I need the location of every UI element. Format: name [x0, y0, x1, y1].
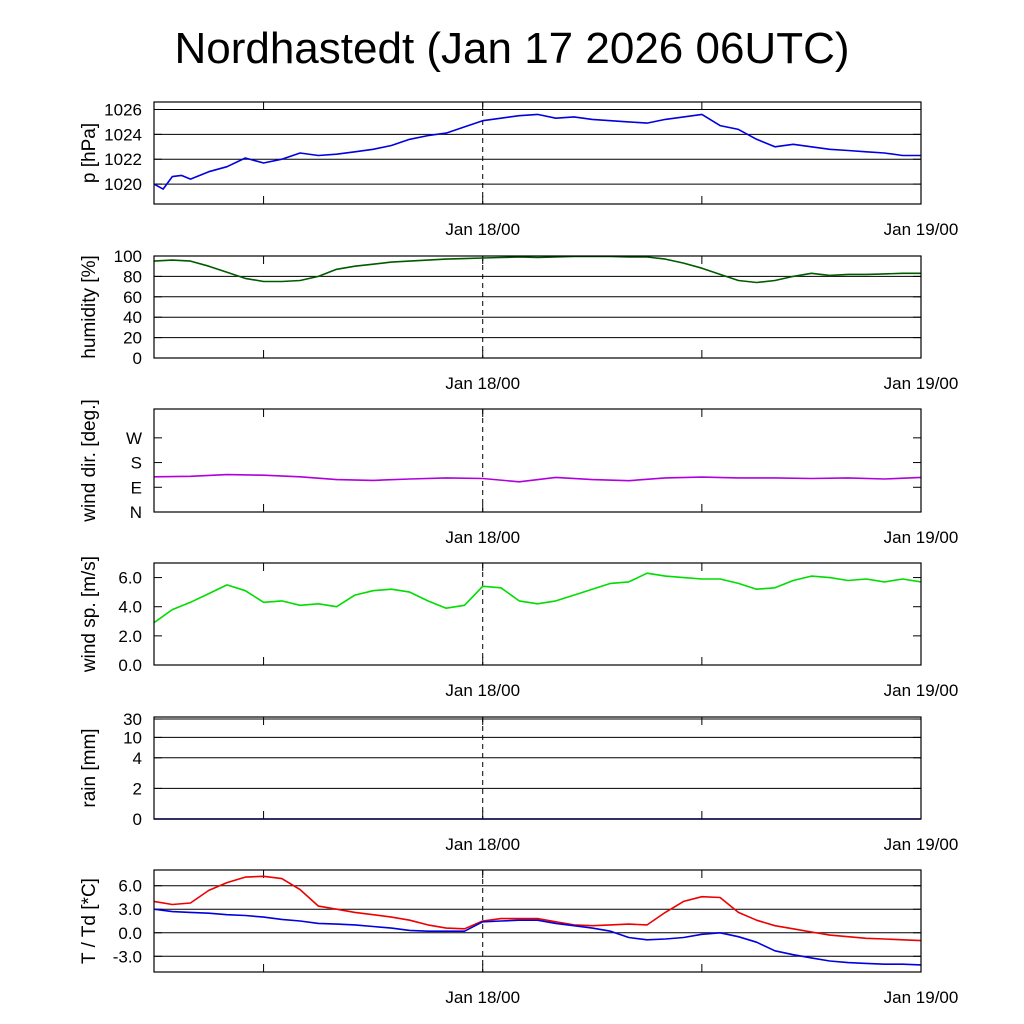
y-axis-label: wind sp. [m/s] [79, 556, 100, 673]
y-tick-label: 1020 [104, 175, 142, 194]
x-tick-label: Jan 18/00 [445, 988, 520, 1007]
series-line-1 [153, 572, 922, 624]
y-tick-label: 3.0 [118, 900, 142, 919]
y-tick-label: -3.0 [113, 947, 142, 966]
series-line-1 [153, 473, 922, 483]
panel-6: -3.0 0.0 3.0 6.0 T / Td [*C] Jan 18/00 Jan 19/… [79, 869, 959, 1007]
y-tick-label: 1022 [104, 150, 142, 169]
y-tick-label: 20 [123, 329, 142, 348]
y-tick-label: 0.0 [118, 924, 142, 943]
y-tick-label: 1024 [104, 125, 142, 144]
series-line-2 [153, 908, 922, 966]
x-tick-label: Jan 19/00 [884, 220, 959, 239]
y-tick-label: 100 [114, 247, 142, 266]
y-tick-label: 2.0 [118, 627, 142, 646]
y-tick-label: 40 [123, 308, 142, 327]
plot-frame [153, 562, 922, 666]
x-tick-label: Jan 19/00 [884, 374, 959, 393]
series-line-1 [153, 113, 921, 190]
chart-title: Nordhastedt (Jan 17 2026 06UTC) [174, 24, 850, 73]
y-tick-label: 0 [133, 349, 142, 368]
x-tick-label: Jan 18/00 [445, 835, 520, 854]
y-axis-label: humidity [%] [79, 255, 100, 358]
x-tick-label: Jan 18/00 [445, 681, 520, 700]
y-tick-label: 4.0 [118, 598, 142, 617]
y-tick-label: 10 [123, 728, 142, 747]
x-tick-label: Jan 19/00 [884, 681, 959, 700]
y-tick-label: 1026 [104, 100, 142, 119]
y-tick-label: N [130, 503, 142, 522]
y-tick-label: E [131, 478, 142, 497]
y-tick-label: 30 [123, 710, 142, 729]
y-tick-label: 2 [133, 779, 142, 798]
y-tick-label: S [131, 454, 142, 473]
y-tick-label: 4 [133, 749, 142, 768]
x-tick-label: Jan 19/00 [884, 988, 959, 1007]
y-tick-label: 6.0 [118, 569, 142, 588]
y-tick-label: 60 [123, 288, 142, 307]
x-tick-label: Jan 18/00 [445, 528, 520, 547]
y-axis-label: p [hPa] [79, 123, 100, 183]
x-tick-label: Jan 18/00 [445, 220, 520, 239]
series-line-1 [153, 255, 921, 284]
plot-frame [153, 716, 922, 820]
y-tick-label: 6.0 [118, 877, 142, 896]
y-tick-label: 80 [123, 267, 142, 286]
x-tick-label: Jan 18/00 [445, 374, 520, 393]
plot-frame [153, 101, 922, 205]
y-tick-label: 0 [133, 810, 142, 829]
y-axis-label: T / Td [*C] [79, 878, 100, 964]
x-tick-label: Jan 19/00 [884, 835, 959, 854]
plot-frame [153, 869, 922, 973]
plot-frame [153, 408, 922, 513]
series-line-1 [153, 875, 922, 942]
x-tick-label: Jan 19/00 [884, 528, 959, 547]
y-axis-label: rain [mm] [79, 728, 100, 807]
y-tick-label: W [126, 429, 142, 448]
panel-4: 0.0 2.0 4.0 6.0 wind sp. [m/s] Jan 18/00 Jan 1… [79, 556, 958, 700]
plot-frame [153, 255, 922, 359]
y-tick-label: 0.0 [118, 656, 142, 675]
y-axis-label: wind dir. [deg.] [79, 399, 100, 523]
